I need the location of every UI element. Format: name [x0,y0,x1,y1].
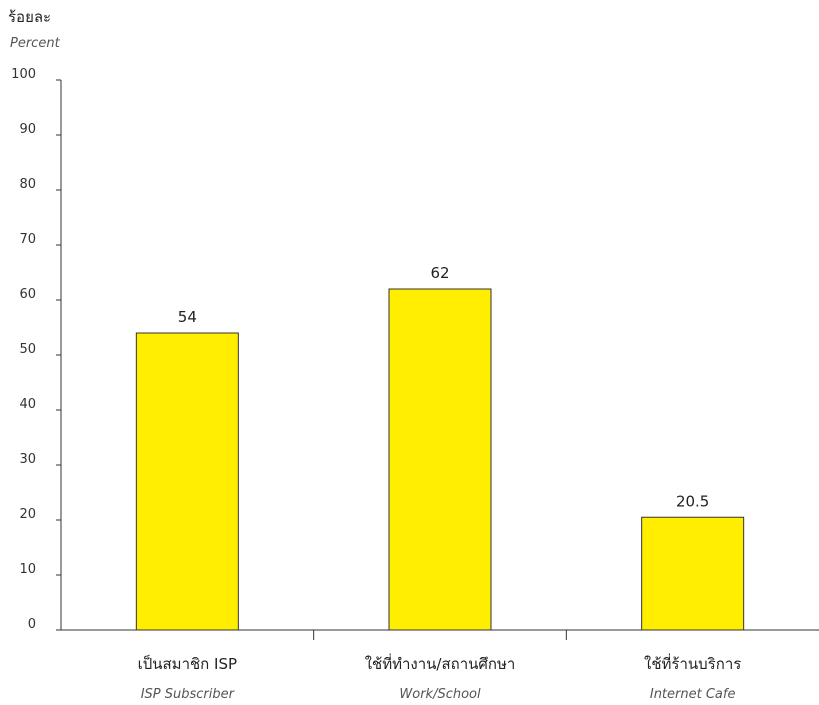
x-axis-ticks: เป็นสมาชิก ISP ISP Subscriber ใช้ที่ทำงาน/… [138,630,741,702]
y-tick-label: 100 [11,67,36,82]
bar-series: 54 62 20.5 [135,264,745,631]
y-tick-label: 20 [19,507,36,522]
x-category-label-en: Internet Cafe [650,687,736,702]
y-axis-title: ร้อยละ [8,8,51,26]
y-tick-label: 0 [28,617,36,632]
bar [135,332,239,631]
y-tick-label: 40 [19,397,36,412]
y-axis-ticks: 0 10 20 30 40 50 60 70 80 90 100 [11,67,61,632]
y-tick-label: 10 [19,562,36,577]
x-category-label-en: Work/School [399,687,481,702]
bar-value-label: 20.5 [676,492,709,510]
bar [641,516,745,631]
y-tick-label: 50 [19,342,36,357]
x-category-label: เป็นสมาชิก ISP [138,654,237,673]
x-category-label: ใช้ที่ทำงาน/สถานศึกษา [365,653,516,673]
y-tick-label: 90 [19,122,36,137]
y-tick-label: 70 [19,232,36,247]
bar [388,288,492,631]
y-axis-title-en: Percent [10,36,61,51]
x-category-label: ใช้ที่ร้านบริการ [644,653,741,673]
y-tick-label: 80 [19,177,36,192]
x-category-label-en: ISP Subscriber [141,687,236,702]
bar-value-label: 62 [430,264,449,282]
y-tick-label: 60 [19,287,36,302]
bar-value-label: 54 [178,308,197,326]
y-tick-label: 30 [19,452,36,467]
